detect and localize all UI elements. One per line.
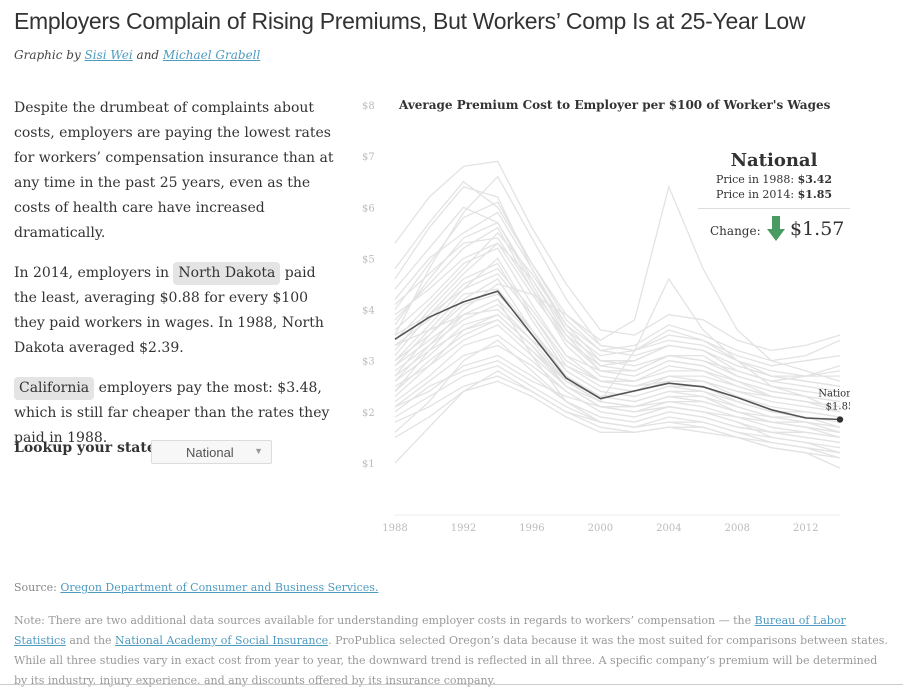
- note-link-bls[interactable]: Bureau of Labor Statistics: [14, 614, 846, 647]
- intro-paragraph-1: Despite the drumbeat of complaints about…: [14, 100, 334, 241]
- national-end-point: [836, 416, 844, 423]
- source-line: Source: Oregon Department of Consumer an…: [14, 581, 378, 594]
- state-series-line[interactable]: [394, 267, 841, 382]
- chart-title: Average Premium Cost to Employer per $10…: [399, 98, 831, 112]
- state-pill-north-dakota[interactable]: North Dakota: [173, 262, 281, 285]
- state-select-dropdown[interactable]: National ▼: [151, 440, 272, 464]
- intro-p3-post: employers pay the most: $3.48, which is …: [14, 380, 330, 446]
- state-series-line[interactable]: [394, 354, 841, 439]
- info-change-value: $1.57: [790, 218, 845, 240]
- x-tick-label: 2004: [656, 523, 681, 534]
- x-tick-label: 1992: [451, 523, 476, 534]
- byline: Graphic by Sisi Wei and Michael Grabell: [14, 48, 260, 62]
- info-change-label: Change:: [710, 224, 761, 238]
- y-tick-label: $5: [362, 254, 375, 265]
- y-tick-label: $7: [362, 152, 375, 163]
- state-series-line[interactable]: [394, 184, 841, 382]
- state-series-line[interactable]: [394, 365, 841, 449]
- source-link-oregon-dcbs[interactable]: Oregon Department of Consumer and Busine…: [60, 581, 379, 594]
- byline-and: and: [132, 48, 163, 62]
- info-price-2014-value: $1.85: [797, 188, 833, 201]
- x-axis: 1988 1992 1996 2000 2004 2008 2012: [382, 523, 818, 534]
- info-change: Change: $1.57: [698, 215, 850, 245]
- x-tick-label: 2008: [725, 523, 750, 534]
- info-price-1988-label: Price in 1988:: [715, 173, 798, 186]
- intro-text: Despite the drumbeat of complaints about…: [14, 96, 334, 466]
- national-end-value: $1.85: [826, 402, 850, 413]
- intro-paragraph-2: In 2014, employers in North Dakota paid …: [14, 261, 334, 361]
- state-series-line[interactable]: [394, 324, 841, 439]
- info-state-name: National: [730, 150, 818, 171]
- x-tick-label: 2012: [793, 523, 818, 534]
- byline-prefix: Graphic by: [14, 48, 85, 62]
- author-link-michael-grabell[interactable]: Michael Grabell: [162, 48, 261, 62]
- y-axis: $1 $2 $3 $4 $5 $6 $7 $8: [362, 101, 375, 470]
- info-price-1988-value: $3.42: [797, 173, 833, 186]
- state-series-line[interactable]: [394, 273, 841, 408]
- chevron-down-icon: ▼: [254, 446, 263, 456]
- state-select-value: National: [186, 445, 234, 460]
- state-pill-california[interactable]: California: [14, 377, 95, 400]
- note-text-2: and the: [65, 634, 116, 647]
- state-series-line[interactable]: [394, 375, 841, 454]
- y-tick-label: $1: [362, 459, 375, 470]
- y-tick-label: $8: [362, 101, 375, 112]
- y-tick-label: $2: [362, 408, 375, 419]
- x-tick-label: 2000: [588, 523, 613, 534]
- intro-paragraph-3: California employers pay the most: $3.48…: [14, 376, 334, 451]
- info-divider: [698, 208, 850, 209]
- author-link-sisi-wei[interactable]: Sisi Wei: [84, 48, 133, 62]
- info-price-1988: Price in 1988: $3.42: [698, 172, 850, 187]
- x-tick-label: 1996: [519, 523, 544, 534]
- y-tick-label: $6: [362, 203, 375, 214]
- state-series-line[interactable]: [394, 313, 841, 428]
- lookup-label: Lookup your state:: [14, 440, 161, 456]
- state-series-line[interactable]: [394, 180, 840, 377]
- arrow-down-icon: [767, 216, 785, 241]
- intro-p2-pre: In 2014, employers in: [14, 265, 174, 281]
- page-title: Employers Complain of Rising Premiums, B…: [14, 8, 806, 34]
- national-series-line[interactable]: [394, 290, 841, 421]
- state-series-line[interactable]: [394, 237, 841, 398]
- info-price-2014: Price in 2014: $1.85: [698, 187, 850, 202]
- note-link-nasi[interactable]: National Academy of Social Insurance: [115, 634, 329, 647]
- note-text-1: Note: There are two additional data sour…: [14, 614, 755, 627]
- info-price-2014-label: Price in 2014:: [715, 188, 798, 201]
- state-series-line[interactable]: [394, 221, 841, 413]
- note-text: Note: There are two additional data sour…: [14, 611, 889, 691]
- state-series-line[interactable]: [394, 160, 841, 352]
- info-panel: National Price in 1988: $3.42 Price in 2…: [698, 150, 850, 245]
- x-tick-label: 1988: [382, 523, 407, 534]
- premium-line-chart: $1 $2 $3 $4 $5 $6 $7 $8 1988 1992 1996 2000 2004 200…: [362, 101, 850, 534]
- source-prefix: Source:: [14, 581, 61, 594]
- highlight-series: National $1.85: [394, 290, 850, 423]
- y-tick-label: $4: [362, 306, 375, 317]
- state-series-line[interactable]: [394, 334, 841, 444]
- state-series-line[interactable]: [394, 257, 841, 418]
- intro-p2-post: paid the least, averaging $0.88 for ever…: [14, 265, 324, 356]
- national-end-label: National: [818, 389, 850, 400]
- note-text-3: . ProPublica selected Oregon’s data beca…: [14, 634, 888, 687]
- state-series-line[interactable]: [394, 262, 841, 428]
- state-series-line[interactable]: [394, 319, 841, 433]
- state-series-line[interactable]: [394, 319, 841, 433]
- y-tick-label: $3: [362, 357, 375, 368]
- state-series-line[interactable]: [394, 277, 841, 413]
- state-series-line[interactable]: [394, 380, 841, 459]
